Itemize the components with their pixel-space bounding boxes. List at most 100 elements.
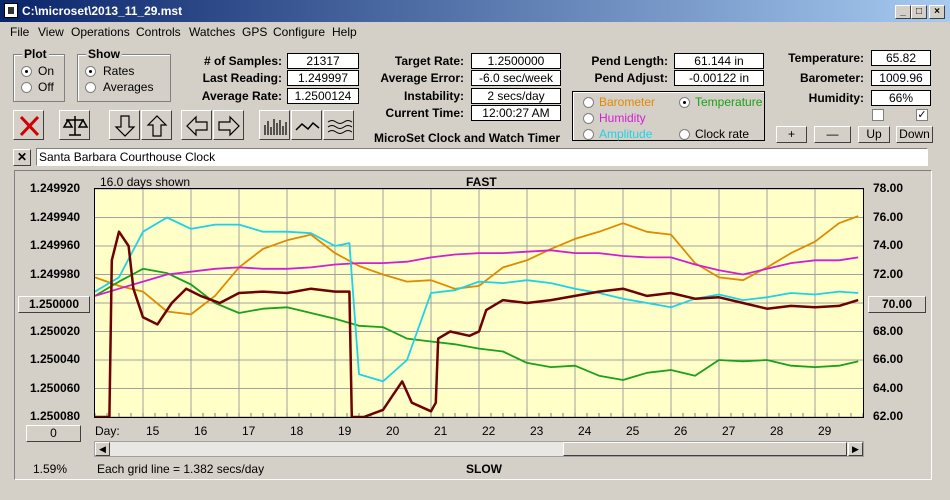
- scrollbar-thumb[interactable]: [563, 442, 847, 456]
- x-tick-label: 26: [674, 424, 688, 438]
- env-checkbox-1[interactable]: [872, 109, 884, 121]
- plot-group-title: Plot: [22, 47, 49, 61]
- menu-operations[interactable]: Operations: [71, 25, 130, 39]
- y-right-tick-label: 68.00: [873, 323, 904, 338]
- y-right-tick-label: 66.00: [873, 352, 904, 366]
- left-center-value[interactable]: 1.250000: [18, 296, 90, 313]
- plot-off-radio[interactable]: [21, 82, 32, 93]
- chart-scrollbar[interactable]: ◀ ▶: [94, 441, 864, 457]
- move-down-button[interactable]: [109, 110, 140, 140]
- y-left-tick-label: 1.250040: [30, 352, 81, 366]
- plot-group: Plot: [13, 47, 65, 102]
- decrease-button[interactable]: —: [814, 126, 851, 143]
- minimize-button[interactable]: _: [895, 5, 911, 19]
- clock-rate-option-label: Clock rate: [695, 127, 750, 141]
- menu-help[interactable]: Help: [332, 25, 357, 39]
- delete-button[interactable]: [13, 110, 44, 140]
- current-time-value: 12:00:27 AM: [471, 105, 561, 121]
- window-title: C:\microset\2013_11_29.mst: [22, 4, 183, 18]
- last-reading-value: 1.249997: [287, 70, 359, 86]
- y-left-tick-label: 1.249980: [30, 266, 81, 281]
- barometer-label: Barometer:: [799, 71, 864, 85]
- line-view-button[interactable]: [291, 110, 322, 140]
- y-left-tick-label: 1.249940: [30, 209, 81, 224]
- histogram-view-button[interactable]: [259, 110, 290, 140]
- title-bar: C:\microset\2013_11_29.mst _ □ ×: [0, 0, 950, 22]
- menu-file[interactable]: File: [10, 25, 30, 39]
- humidity-radio[interactable]: [583, 113, 594, 124]
- menu-bar: File View Operations Controls Watches GP…: [0, 22, 950, 42]
- clock-name-field[interactable]: Santa Barbara Courthouse Clock: [36, 148, 928, 166]
- x-tick-label: 20: [386, 424, 400, 438]
- right-center-value[interactable]: 70.00: [868, 296, 926, 313]
- clock-rate-radio[interactable]: [679, 129, 690, 140]
- days-shown-label: 16.0 days shown: [100, 175, 191, 189]
- x-tick-label: 21: [434, 424, 448, 438]
- plot-area: [94, 188, 864, 419]
- show-averages-label: Averages: [103, 80, 154, 94]
- humidity-option-label: Humidity: [599, 111, 646, 125]
- barometer-radio[interactable]: [583, 97, 594, 108]
- move-up-button[interactable]: [141, 110, 172, 140]
- sensor-options-box: [572, 91, 765, 141]
- y-left-tick-label: 1.249960: [30, 238, 81, 252]
- last-reading-label: Last Reading:: [202, 71, 282, 85]
- menu-view[interactable]: View: [38, 25, 64, 39]
- up-button[interactable]: Up: [858, 126, 890, 143]
- x-tick-label: 16: [194, 424, 208, 438]
- show-rates-label: Rates: [103, 64, 135, 78]
- barometer-value: 1009.96: [871, 70, 931, 86]
- arrow-down-icon: [114, 115, 136, 137]
- temperature-value: 65.82: [871, 50, 931, 66]
- series-line-humidity: [94, 249, 859, 297]
- y-right-tick-label: 62.00: [873, 409, 904, 423]
- x-tick-label: 15: [146, 424, 160, 438]
- close-window-button[interactable]: ×: [929, 5, 945, 19]
- target-rate-label: Target Rate:: [394, 54, 464, 68]
- amplitude-radio[interactable]: [583, 129, 594, 140]
- series-line-rate: [95, 230, 859, 419]
- zero-button[interactable]: 0: [26, 425, 81, 442]
- show-group-title: Show: [86, 47, 122, 61]
- env-checkbox-2[interactable]: ✓: [916, 109, 928, 121]
- wave-icon: [327, 120, 353, 134]
- scroll-left-arrow-icon[interactable]: ◀: [95, 442, 110, 456]
- line-graph-icon: [295, 121, 320, 131]
- show-averages-radio[interactable]: [85, 82, 96, 93]
- scroll-left-button[interactable]: [181, 110, 212, 140]
- x-tick-label: 24: [578, 424, 592, 438]
- plot-on-label: On: [38, 64, 55, 78]
- pend-length-value: 61.144 in: [674, 53, 764, 69]
- samples-label: # of Samples:: [203, 54, 282, 68]
- humidity-value: 66%: [871, 90, 931, 106]
- series-line-temperature: [94, 267, 859, 381]
- pend-adjust-label: Pend Adjust:: [594, 71, 668, 85]
- menu-configure[interactable]: Configure: [273, 25, 326, 39]
- temperature-radio[interactable]: [679, 97, 690, 108]
- y-left-tick-label: 1.250080: [30, 409, 81, 423]
- menu-watches[interactable]: Watches: [189, 25, 236, 39]
- menu-gps[interactable]: GPS: [242, 25, 268, 39]
- maximize-button[interactable]: □: [911, 5, 927, 19]
- target-rate-value: 1.2500000: [471, 53, 561, 69]
- x-tick-label: 25: [626, 424, 640, 438]
- x-tick-label: 29: [818, 424, 832, 438]
- y-right-tick-label: 78.00: [873, 181, 904, 195]
- pend-adjust-value: -0.00122 in: [674, 70, 764, 86]
- down-button[interactable]: Down: [896, 126, 933, 143]
- avg-error-value: -6.0 sec/week: [471, 70, 561, 86]
- histogram-icon: [264, 119, 287, 135]
- scroll-right-arrow-icon[interactable]: ▶: [848, 442, 863, 456]
- app-icon: [4, 3, 18, 18]
- increase-button[interactable]: +: [776, 126, 807, 143]
- show-group: Show: [77, 47, 171, 102]
- clear-clock-button[interactable]: ✕: [13, 149, 31, 166]
- temperature-option-label: Temperature: [695, 95, 763, 109]
- show-rates-radio[interactable]: [85, 66, 96, 77]
- plot-on-radio[interactable]: [21, 66, 32, 77]
- series-line-barometer: [94, 215, 859, 316]
- menu-controls[interactable]: Controls: [136, 25, 181, 39]
- scroll-right-button[interactable]: [213, 110, 244, 140]
- wave-view-button[interactable]: [323, 110, 354, 140]
- balance-button[interactable]: [59, 110, 90, 140]
